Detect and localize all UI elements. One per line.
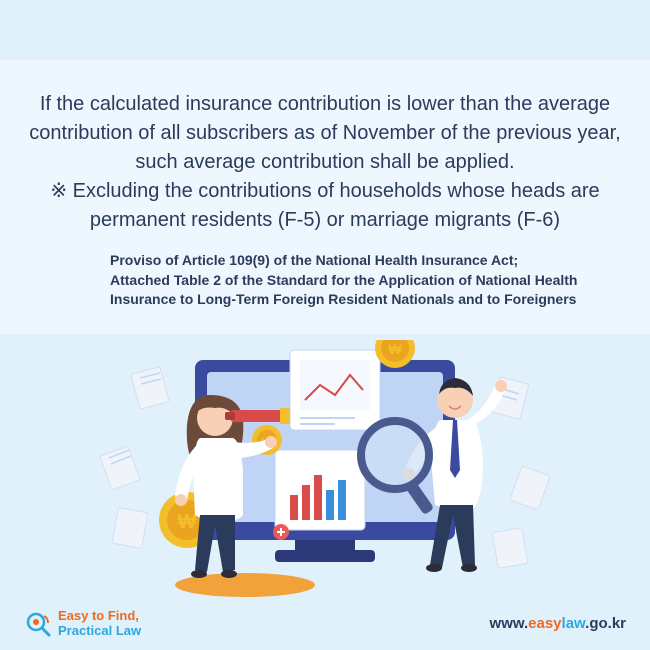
logo-icon [24,610,52,638]
infographic-page: If the calculated insurance contribution… [0,0,650,650]
url-www: www. [490,615,529,632]
svg-text:₩: ₩ [178,511,197,533]
logo-text: Easy to Find, Practical Law [58,609,141,638]
svg-text:₩: ₩ [388,341,402,357]
text-panel: If the calculated insurance contribution… [0,60,650,334]
main-paragraph-2: ※ Excluding the contributions of househo… [20,177,630,235]
logo-line-2: Practical Law [58,624,141,638]
url-law: law [562,615,586,632]
site-logo: Easy to Find, Practical Law [24,609,141,638]
url-easy: easy [528,615,561,632]
url-gokr: .go.kr [585,615,626,632]
legal-citation: Proviso of Article 109(9) of the Nationa… [20,251,630,310]
logo-line-1: Easy to Find, [58,609,141,623]
site-url: www.easylaw.go.kr [490,615,626,632]
footer: Easy to Find, Practical Law www.easylaw.… [24,609,626,638]
main-paragraph-1: If the calculated insurance contribution… [20,90,630,177]
main-illustration: ₩ ₩ ₩ [95,340,555,600]
